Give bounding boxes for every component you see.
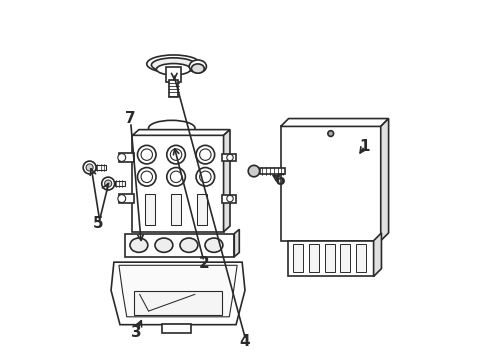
Bar xyxy=(260,168,285,174)
Bar xyxy=(281,126,381,241)
Bar xyxy=(115,181,124,186)
Bar xyxy=(169,80,178,97)
Bar xyxy=(325,244,335,272)
Ellipse shape xyxy=(180,238,198,252)
Text: 4: 4 xyxy=(240,334,250,349)
Polygon shape xyxy=(373,233,381,276)
Ellipse shape xyxy=(173,123,190,135)
Circle shape xyxy=(138,145,156,164)
Circle shape xyxy=(167,145,185,164)
Polygon shape xyxy=(119,265,237,317)
Circle shape xyxy=(227,154,233,161)
Bar xyxy=(222,195,236,203)
Bar xyxy=(171,194,181,225)
Circle shape xyxy=(138,167,156,186)
Ellipse shape xyxy=(156,64,191,75)
Circle shape xyxy=(86,164,93,171)
Text: 7: 7 xyxy=(124,111,135,126)
Circle shape xyxy=(199,149,211,160)
Polygon shape xyxy=(281,118,389,126)
Circle shape xyxy=(171,171,182,183)
Bar xyxy=(197,194,207,225)
Bar xyxy=(134,291,222,315)
Polygon shape xyxy=(132,130,230,135)
Bar xyxy=(119,153,134,162)
Circle shape xyxy=(83,161,96,174)
Bar xyxy=(288,241,373,276)
Bar xyxy=(96,165,106,170)
Circle shape xyxy=(248,165,260,177)
Ellipse shape xyxy=(153,123,171,135)
Bar xyxy=(222,154,236,162)
Circle shape xyxy=(227,195,233,202)
Polygon shape xyxy=(111,262,245,325)
Text: 1: 1 xyxy=(360,139,370,154)
Bar xyxy=(309,244,319,272)
Circle shape xyxy=(141,149,152,160)
Circle shape xyxy=(328,131,334,136)
Bar xyxy=(166,67,181,82)
Polygon shape xyxy=(381,118,389,241)
Bar xyxy=(162,324,192,333)
Circle shape xyxy=(102,177,115,190)
Circle shape xyxy=(199,171,211,183)
Circle shape xyxy=(118,195,126,203)
Circle shape xyxy=(118,154,126,162)
Ellipse shape xyxy=(147,55,200,73)
Ellipse shape xyxy=(151,58,196,72)
Bar xyxy=(119,194,134,203)
Circle shape xyxy=(171,149,182,160)
Bar xyxy=(155,127,169,135)
Circle shape xyxy=(104,180,112,187)
Bar xyxy=(145,194,155,225)
Ellipse shape xyxy=(155,238,173,252)
Ellipse shape xyxy=(192,64,204,73)
Bar xyxy=(293,244,303,272)
Bar xyxy=(341,244,350,272)
Bar xyxy=(175,127,189,135)
Circle shape xyxy=(196,145,215,164)
Text: 3: 3 xyxy=(131,325,141,341)
Circle shape xyxy=(196,167,215,186)
Ellipse shape xyxy=(148,120,195,136)
Circle shape xyxy=(141,171,152,183)
Ellipse shape xyxy=(189,60,206,73)
Circle shape xyxy=(167,167,185,186)
Bar xyxy=(125,234,234,257)
Text: 6: 6 xyxy=(274,173,285,188)
Bar xyxy=(132,135,223,232)
Polygon shape xyxy=(234,229,239,257)
Text: 5: 5 xyxy=(93,216,104,231)
Polygon shape xyxy=(223,130,230,232)
Ellipse shape xyxy=(130,238,148,252)
Ellipse shape xyxy=(205,238,223,252)
Bar xyxy=(356,244,366,272)
Text: 2: 2 xyxy=(198,256,209,271)
